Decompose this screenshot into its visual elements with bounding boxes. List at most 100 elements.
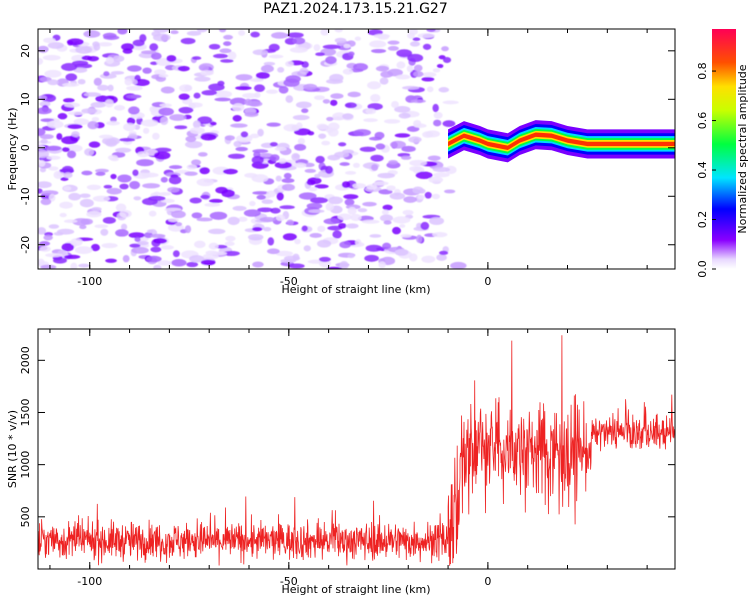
heatmap-noise-blob — [68, 192, 81, 201]
heatmap-noise-blob — [136, 159, 154, 167]
heatmap-noise-blob — [379, 214, 394, 222]
heatmap-ylabel: Frequency (Hz) — [6, 108, 19, 191]
heatmap-noise-blob — [115, 203, 127, 212]
heatmap-noise-blob — [47, 79, 59, 86]
heatmap-noise-blob — [133, 196, 142, 201]
colorbar-tick-label: 0.2 — [696, 211, 709, 229]
heatmap-noise-blob — [285, 75, 301, 83]
heatmap-noise-blob — [171, 258, 187, 267]
heatmap-noise-blob — [83, 92, 102, 97]
heatmap-noise-blob — [95, 171, 106, 176]
heatmap-noise-blob — [252, 49, 268, 56]
heatmap-noise-blob — [102, 217, 116, 224]
heatmap-noise-blob — [38, 45, 49, 53]
heatmap-noise-blob — [136, 151, 150, 158]
heatmap-noise-blob — [66, 38, 84, 46]
heatmap-noise-blob — [81, 108, 98, 114]
heatmap-xtick-label: -50 — [280, 275, 298, 288]
heatmap-noise-blob — [64, 102, 81, 108]
heatmap-noise-blob — [388, 159, 398, 165]
heatmap-noise-blob — [168, 165, 183, 170]
heatmap-noise-blob — [320, 29, 329, 36]
heatmap-noise-blob — [79, 193, 91, 198]
heatmap-noise-blob — [253, 84, 266, 93]
heatmap-noise-blob — [105, 258, 117, 263]
heatmap-noise-blob — [200, 133, 217, 141]
heatmap-noise-blob — [386, 185, 396, 191]
heatmap-noise-blob — [431, 193, 441, 200]
heatmap-noise-blob — [415, 171, 433, 179]
heatmap-noise-blob — [251, 155, 264, 165]
heatmap-noise-blob — [186, 164, 198, 170]
heatmap-noise-blob — [364, 254, 379, 262]
heatmap-noise-blob — [371, 164, 379, 171]
heatmap-noise-blob — [238, 216, 248, 222]
snr-xtick-label: -100 — [77, 575, 102, 588]
heatmap-noise-blob — [146, 255, 162, 263]
heatmap-noise-blob — [306, 179, 316, 186]
heatmap-noise-blob — [153, 238, 168, 244]
heatmap-noise-blob — [281, 183, 295, 191]
heatmap-noise-blob — [316, 123, 328, 130]
heatmap-noise-blob — [407, 53, 424, 63]
heatmap-noise-blob — [72, 60, 89, 66]
heatmap-noise-blob — [168, 218, 180, 223]
heatmap-noise-blob — [71, 54, 87, 62]
heatmap-noise-blob — [61, 136, 79, 145]
heatmap-noise-blob — [274, 146, 287, 152]
heatmap-noise-blob — [357, 208, 368, 213]
heatmap-noise-blob — [53, 257, 67, 264]
heatmap-noise-blob — [66, 144, 83, 152]
heatmap-noise-blob — [268, 54, 284, 59]
heatmap-noise-blob — [198, 152, 208, 157]
heatmap-noise-blob — [317, 225, 326, 232]
heatmap-noise-blob — [56, 228, 75, 235]
heatmap-noise-blob — [257, 128, 264, 137]
heatmap-noise-blob — [184, 225, 192, 234]
heatmap-noise-blob — [317, 239, 332, 248]
heatmap-noise-blob — [199, 65, 210, 71]
heatmap-noise-blob — [86, 184, 101, 190]
heatmap-noise-blob — [123, 122, 136, 132]
heatmap-noise-blob — [328, 196, 343, 205]
colorbar-tick-label: 0.0 — [696, 260, 709, 278]
heatmap-noise-blob — [334, 29, 343, 33]
heatmap-noise-blob — [413, 123, 427, 128]
heatmap-noise-blob — [160, 245, 174, 250]
heatmap-noise-blob — [38, 144, 46, 150]
heatmap-noise-blob — [347, 206, 357, 215]
heatmap-noise-blob — [267, 248, 280, 255]
heatmap-noise-blob — [154, 147, 172, 153]
heatmap-noise-blob — [59, 201, 73, 209]
heatmap-noise-blob — [413, 64, 423, 72]
heatmap-noise-blob — [126, 85, 143, 91]
heatmap-noise-blob — [318, 133, 327, 139]
heatmap-noise-blob — [38, 181, 52, 189]
heatmap-noise-blob — [339, 261, 349, 269]
heatmap-noise-blob — [196, 29, 208, 33]
heatmap-noise-blob — [313, 95, 325, 101]
colorbar-label: Normalized spectral amplitude — [736, 64, 749, 233]
colorbar-tick-label: 0.8 — [696, 62, 709, 80]
heatmap-noise-blob — [169, 114, 187, 121]
heatmap-noise-blob — [382, 242, 392, 250]
heatmap-noise-blob — [299, 67, 309, 75]
heatmap-noise-blob — [45, 145, 62, 151]
heatmap-noise-blob — [38, 159, 46, 167]
heatmap-noise-blob — [332, 230, 342, 239]
heatmap-noise-blob — [200, 259, 216, 266]
heatmap-noise-blob — [433, 119, 442, 127]
heatmap-noise-blob — [71, 131, 80, 138]
heatmap-noise-blob — [191, 159, 202, 166]
heatmap-noise-blob — [380, 71, 394, 78]
heatmap-noise-blob — [401, 85, 420, 90]
heatmap-noise-blob — [313, 44, 321, 52]
heatmap-noise-blob — [252, 191, 270, 195]
heatmap-noise-blob — [410, 99, 426, 104]
heatmap-noise-blob — [39, 245, 51, 252]
heatmap-noise-blob — [83, 30, 101, 38]
heatmap-noise-blob — [362, 201, 377, 207]
heatmap-noise-blob — [361, 219, 380, 224]
